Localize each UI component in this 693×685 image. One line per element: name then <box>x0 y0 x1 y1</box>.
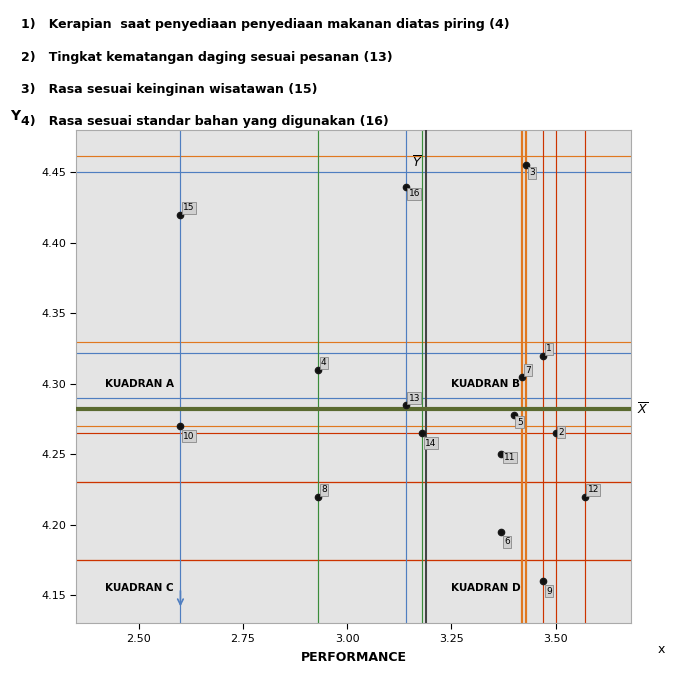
Text: 13: 13 <box>408 394 420 403</box>
Text: 3)   Rasa sesuai keinginan wisatawan (15): 3) Rasa sesuai keinginan wisatawan (15) <box>21 83 317 96</box>
Text: 7: 7 <box>525 366 531 375</box>
Text: $\overline{X}$: $\overline{X}$ <box>637 401 648 417</box>
Text: 4)   Rasa sesuai standar bahan yang digunakan (16): 4) Rasa sesuai standar bahan yang diguna… <box>21 114 389 127</box>
Text: $\overline{Y}$: $\overline{Y}$ <box>412 155 422 171</box>
Text: KUADRAN D: KUADRAN D <box>451 583 521 593</box>
Text: 6: 6 <box>505 538 510 547</box>
Text: KUADRAN A: KUADRAN A <box>105 379 175 389</box>
Text: Y: Y <box>10 109 21 123</box>
Text: 1: 1 <box>546 345 552 353</box>
Text: 4: 4 <box>321 358 326 367</box>
Text: KUADRAN B: KUADRAN B <box>451 379 520 389</box>
Text: 2: 2 <box>559 427 564 436</box>
Text: x: x <box>658 643 665 656</box>
Text: 12: 12 <box>588 485 599 495</box>
Text: 16: 16 <box>408 189 420 199</box>
Text: 5: 5 <box>517 418 523 427</box>
Text: 3: 3 <box>529 169 535 177</box>
Text: 1)   Kerapian  saat penyediaan penyediaan makanan diatas piring (4): 1) Kerapian saat penyediaan penyediaan m… <box>21 18 509 32</box>
Text: KUADRAN C: KUADRAN C <box>105 583 174 593</box>
Text: 2)   Tingkat kematangan daging sesuai pesanan (13): 2) Tingkat kematangan daging sesuai pesa… <box>21 51 392 64</box>
Text: 8: 8 <box>321 485 326 495</box>
Text: 15: 15 <box>184 203 195 212</box>
Y-axis label: IMPORTANCE: IMPORTANCE <box>0 336 2 417</box>
Text: 9: 9 <box>546 587 552 596</box>
Text: 14: 14 <box>425 439 437 448</box>
Text: 10: 10 <box>184 432 195 440</box>
X-axis label: PERFORMANCE: PERFORMANCE <box>301 651 406 664</box>
Text: 11: 11 <box>505 453 516 462</box>
